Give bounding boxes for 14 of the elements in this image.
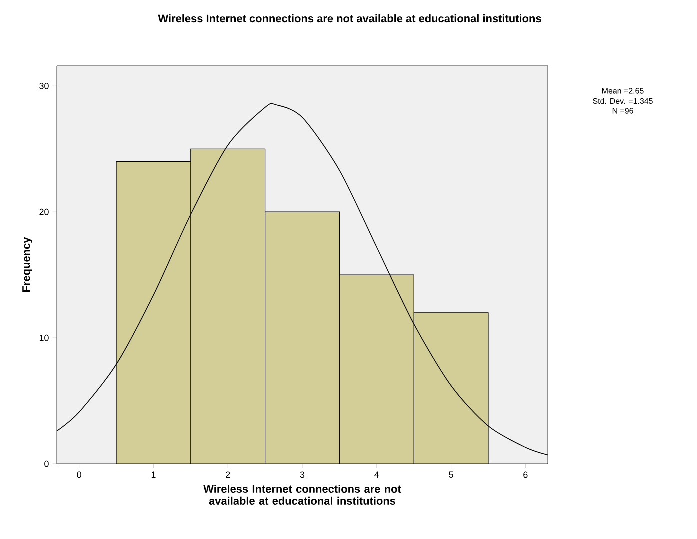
y-tick-label: 20	[40, 208, 49, 216]
x-tick-label: 6	[524, 472, 528, 478]
y-tick-label: 30	[40, 82, 49, 90]
chart-title: Wireless Internet connections are not available at educational institutions	[158, 14, 542, 23]
x-tick-label: 1	[152, 472, 156, 478]
y-axis-title: Frequency	[22, 237, 32, 292]
x-tick-label: 2	[226, 472, 230, 478]
x-tick-label: 0	[77, 472, 82, 478]
x-tick-label: 4	[374, 472, 380, 478]
x-tick-label: 3	[300, 472, 305, 478]
x-tick-label: 5	[449, 472, 454, 478]
y-tick-label: 10	[40, 334, 49, 342]
x-axis-title: Wireless Internet connections are not available at educational institutions	[204, 484, 402, 505]
y-tick-label: 0	[44, 460, 49, 468]
